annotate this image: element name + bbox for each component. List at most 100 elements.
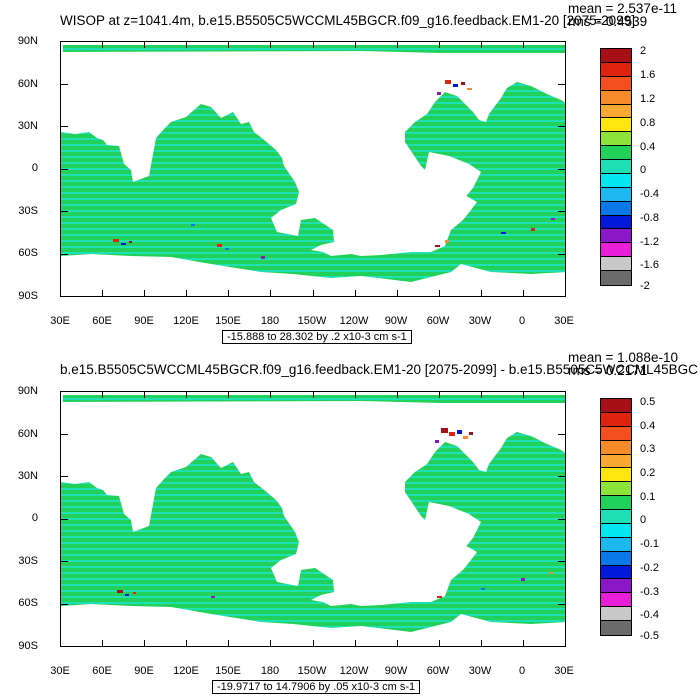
x-tick [312, 290, 314, 297]
y-tick-label: 90N [17, 35, 38, 47]
x-tick [480, 640, 482, 647]
y-tick [558, 253, 566, 255]
colorbar-label: 0.8 [640, 117, 656, 129]
x-tick [60, 290, 61, 297]
y-tick [60, 41, 68, 42]
x-tick-label: 0 [518, 665, 526, 677]
y-tick-label: 60S [18, 247, 38, 259]
x-tick [480, 41, 482, 48]
x-tick [270, 640, 272, 647]
x-tick [480, 391, 482, 398]
y-tick [558, 518, 566, 520]
colorbar-swatch [601, 523, 631, 538]
x-tick [522, 290, 524, 297]
x-tick-label: 90W [384, 315, 408, 327]
panel-title: b.e15.B5505C5WCCML45BGCR.f09_g16.feedbac… [60, 362, 698, 377]
x-tick-label: 0 [518, 315, 526, 327]
colorbar-swatch [601, 482, 631, 497]
colorbar-label: 1.2 [640, 93, 656, 105]
ocean-field [61, 395, 565, 632]
y-tick [558, 433, 566, 435]
y-tick [60, 561, 68, 562]
x-tick [60, 640, 61, 647]
colorbar-swatch [601, 229, 631, 244]
x-tick [186, 640, 188, 647]
y-tick-label: 0 [31, 512, 38, 524]
x-tick [354, 290, 356, 297]
colorbar-label: -0.8 [640, 212, 659, 224]
y-tick-label: 90N [17, 385, 38, 397]
land-south-america [425, 502, 481, 598]
y-tick [558, 168, 566, 170]
colorbar-label: -0.2 [640, 562, 659, 574]
x-tick-label: 90W [384, 665, 408, 677]
ocean-field [61, 45, 565, 282]
y-tick [60, 253, 68, 255]
x-tick [186, 290, 188, 297]
x-tick [396, 290, 398, 297]
x-tick [228, 290, 230, 297]
x-tick [438, 640, 440, 647]
x-tick-label: 60E [92, 665, 112, 677]
y-tick-label: 60N [17, 78, 38, 90]
y-tick-label: 90S [18, 640, 38, 652]
y-tick [558, 476, 566, 477]
y-tick [558, 211, 566, 212]
mean-label: mean = 2.537e-11 [568, 1, 677, 16]
x-tick [354, 640, 356, 647]
colorbar-label: 0.5 [640, 396, 656, 408]
rms-label: rms = 0.4539 [568, 14, 648, 29]
y-tick-label: 30N [17, 120, 38, 132]
x-tick-label: 90E [134, 315, 154, 327]
x-tick [480, 290, 482, 297]
x-tick [102, 640, 104, 647]
y-tick [558, 296, 566, 297]
colorbar-swatch [601, 593, 631, 608]
colorbar-swatch [601, 118, 631, 133]
colorbar-label: -2 [640, 280, 650, 292]
x-tick [186, 391, 188, 398]
range-box: -19.9717 to 14.7906 by .05 x10-3 cm s-1 [212, 680, 421, 694]
x-tick-label: 120E [173, 665, 199, 677]
colorbar-label: 2 [640, 45, 647, 57]
colorbar-label: 0.3 [640, 443, 656, 455]
panel-top: WISOP at z=1041.4m, b.e15.B5505C5WCCML45… [17, 1, 677, 344]
x-tick [60, 391, 61, 398]
ocean-main [61, 432, 565, 632]
x-tick [102, 391, 104, 398]
y-tick-label: 0 [31, 162, 38, 174]
x-tick-label: 150W [297, 315, 327, 327]
panel-title: WISOP at z=1041.4m, b.e15.B5505C5WCCML45… [60, 13, 635, 28]
x-tick [565, 290, 566, 297]
colorbar-swatch [601, 146, 631, 160]
x-tick-label: 30W [468, 315, 492, 327]
x-tick [102, 290, 104, 297]
colorbar-swatch [601, 90, 631, 105]
y-tick [558, 391, 566, 392]
colorbar-label: -1.6 [640, 259, 659, 271]
x-tick-label: 30E [50, 315, 70, 327]
x-tick [102, 41, 104, 48]
y-tick [60, 433, 68, 435]
y-tick-label: 60S [18, 597, 38, 609]
x-tick [396, 41, 398, 48]
map-plot [60, 391, 566, 647]
colorbar-label: -0.4 [640, 609, 659, 621]
colorbar-label: -1.2 [640, 236, 659, 248]
colorbar-label: -0.3 [640, 586, 659, 598]
colorbar-swatch [601, 49, 631, 63]
x-tick-label: 60W [426, 665, 450, 677]
colorbar-swatch [601, 399, 631, 413]
colorbar-label: -0.4 [640, 188, 659, 200]
y-tick-label: 30S [18, 205, 38, 217]
x-tick-label: 120W [339, 315, 369, 327]
y-tick [60, 646, 68, 647]
colorbar-swatch [601, 160, 631, 174]
colorbar-swatch [601, 607, 631, 621]
colorbar-swatch [601, 621, 631, 635]
anomaly-speckles [117, 428, 553, 598]
colorbar-swatch [601, 440, 631, 455]
colorbar-swatch [601, 271, 631, 285]
map-plot [60, 41, 566, 297]
ocean-main [61, 82, 565, 282]
